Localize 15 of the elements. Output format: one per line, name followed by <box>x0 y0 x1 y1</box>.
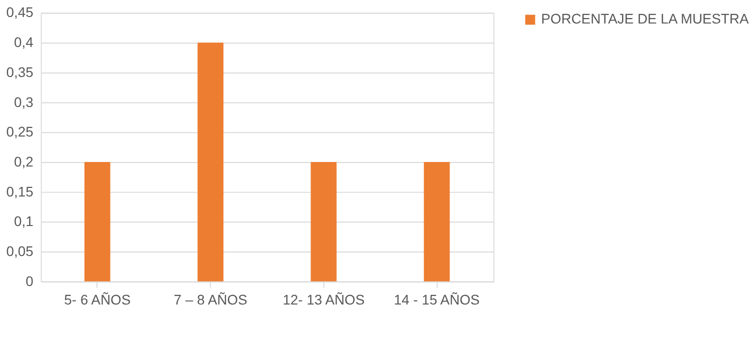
y-tick-label: 0,15 <box>6 183 34 200</box>
y-tick-label: 0,4 <box>14 34 34 50</box>
x-tick-label: 7 – 8 AÑOS <box>174 292 248 308</box>
y-tick-label: 0,35 <box>6 64 34 80</box>
y-tick-label: 0,05 <box>6 242 34 259</box>
x-tick-label: 14 - 15 AÑOS <box>394 292 480 308</box>
y-tick-label: 0,45 <box>6 4 34 20</box>
y-tick-label: 0 <box>26 272 34 289</box>
y-tick-label: 0,1 <box>14 213 34 230</box>
x-tick-label: 12- 13 AÑOS <box>282 292 365 308</box>
y-tick-label: 0,25 <box>6 124 34 140</box>
y-tick-label: 0,2 <box>14 153 34 170</box>
x-tick-label: 5- 6 AÑOS <box>64 292 131 308</box>
y-tick-label: 0,3 <box>14 94 34 110</box>
legend-label: PORCENTAJE DE LA MUESTRA <box>541 10 750 27</box>
